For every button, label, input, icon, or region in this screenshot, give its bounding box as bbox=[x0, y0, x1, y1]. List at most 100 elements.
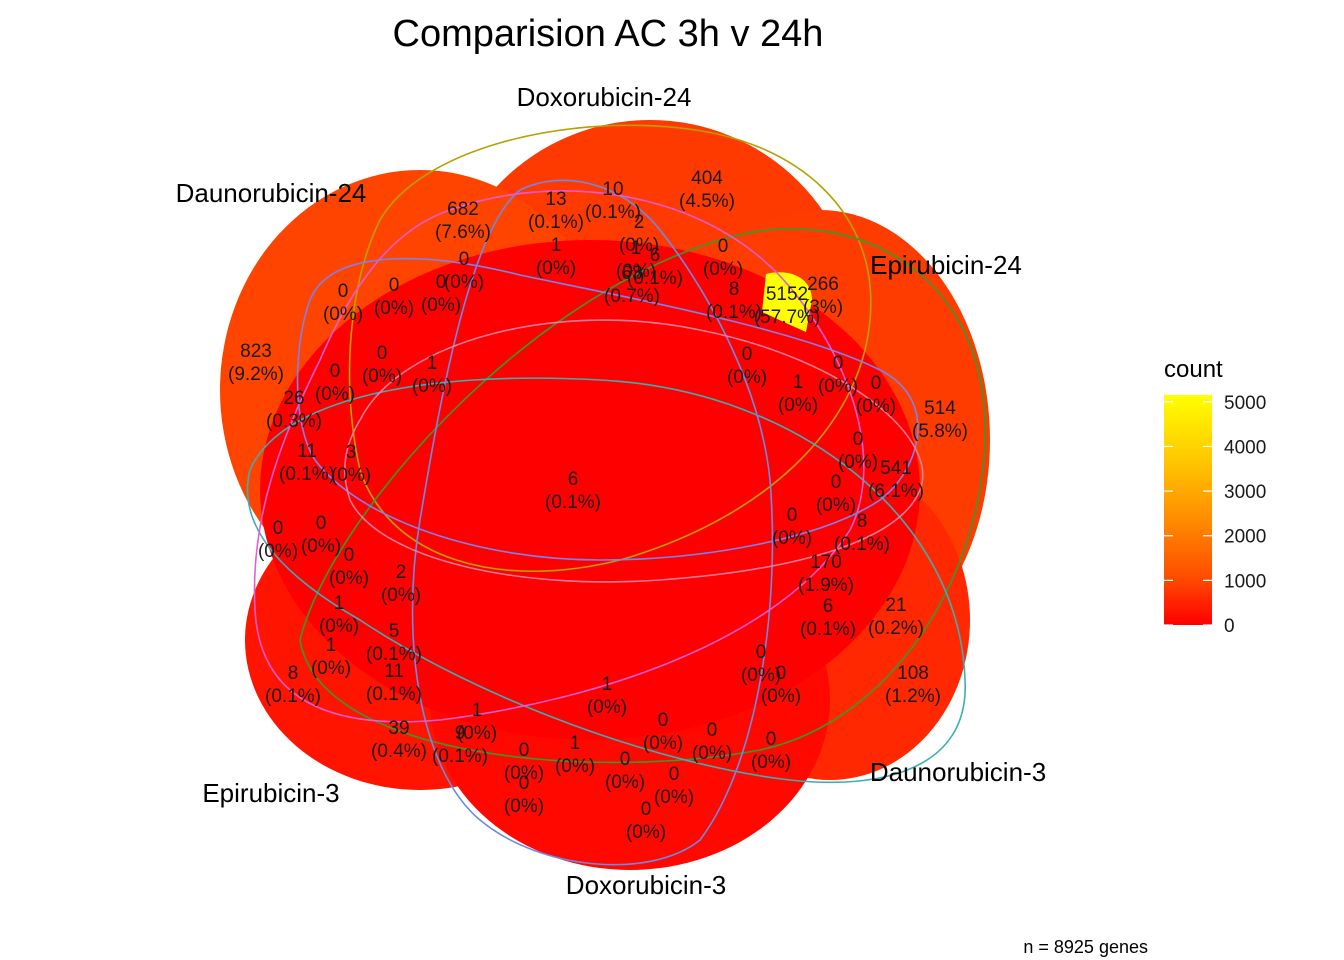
region-percent-label: (0.1%) bbox=[265, 686, 321, 707]
region-percent-label: (0%) bbox=[329, 568, 369, 589]
region-count-label: 170 bbox=[810, 552, 842, 573]
region-percent-label: (0%) bbox=[605, 772, 645, 793]
region-count-label: 1 bbox=[326, 635, 337, 656]
region-count-label: 0 bbox=[436, 272, 447, 293]
region-count-label: 404 bbox=[691, 168, 723, 189]
region-count-label: 1 bbox=[631, 238, 642, 259]
region-count-label: 514 bbox=[924, 398, 956, 419]
region-percent-label: (0.7%) bbox=[604, 286, 660, 307]
region-percent-label: (0%) bbox=[643, 733, 683, 754]
set-labels: Doxorubicin-24 Epirubicin-24 Daunorubici… bbox=[176, 82, 1047, 900]
region-count-label: 8 bbox=[729, 279, 740, 300]
chart-title: Comparision AC 3h v 24h bbox=[393, 13, 824, 55]
region-count-label: 6 bbox=[823, 596, 834, 617]
region-count-label: 0 bbox=[459, 249, 470, 270]
region-percent-label: (0%) bbox=[319, 616, 359, 637]
region-percent-label: (0%) bbox=[741, 665, 781, 686]
region-count-label: 10 bbox=[602, 179, 623, 200]
region-percent-label: (0%) bbox=[504, 763, 544, 784]
region-count-label: 823 bbox=[240, 341, 272, 362]
region-count-label: 0 bbox=[641, 799, 652, 820]
region-percent-label: (3%) bbox=[803, 297, 843, 318]
outline-pink-inner bbox=[344, 319, 924, 583]
region-count-label: 26 bbox=[283, 388, 304, 409]
region-count-label: 0 bbox=[377, 343, 388, 364]
region-percent-label: (0%) bbox=[761, 686, 801, 707]
set-label-doxorubicin-3: Doxorubicin-3 bbox=[566, 870, 726, 900]
region-percent-label: (0.3%) bbox=[266, 411, 322, 432]
region-count-label: 6 bbox=[568, 469, 579, 490]
region-count-label: 0 bbox=[658, 710, 669, 731]
region-count-label: 0 bbox=[853, 429, 864, 450]
region-percent-label: (0.1%) bbox=[528, 212, 584, 233]
region-percent-label: (1.2%) bbox=[885, 686, 941, 707]
outline-epirubicin-3 bbox=[253, 190, 865, 723]
region-count-label: 0 bbox=[831, 472, 842, 493]
region-count-label: 682 bbox=[447, 199, 479, 220]
region-percent-label: (0%) bbox=[626, 822, 666, 843]
region-percent-label: (0%) bbox=[457, 723, 497, 744]
region-percent-label: (4.5%) bbox=[679, 191, 735, 212]
region-percent-label: (0.1%) bbox=[800, 619, 856, 640]
legend-tick-label: 4000 bbox=[1224, 437, 1266, 458]
region-count-label: 39 bbox=[388, 718, 409, 739]
region-count-label: 0 bbox=[330, 361, 341, 382]
region-percent-label: (6.1%) bbox=[868, 481, 924, 502]
region-percent-label: (0%) bbox=[616, 261, 656, 282]
region-percent-label: (0.1%) bbox=[366, 684, 422, 705]
region-count-label: 0 bbox=[519, 773, 530, 794]
region-percent-label: (0.1%) bbox=[279, 464, 335, 485]
region-percent-label: (0%) bbox=[412, 376, 452, 397]
legend-tick-label: 5000 bbox=[1224, 393, 1266, 414]
region-count-label: 6 bbox=[650, 245, 661, 266]
region-percent-label: (0%) bbox=[751, 752, 791, 773]
region-count-label: 0 bbox=[787, 505, 798, 526]
region-percent-label: (0%) bbox=[838, 452, 878, 473]
region-count-label: 1 bbox=[334, 593, 345, 614]
legend: count 0 1000 2000 3000 4000 5000 bbox=[1164, 356, 1266, 637]
region-count-label: 2 bbox=[634, 212, 645, 233]
region-percent-label: (0%) bbox=[818, 376, 858, 397]
region-count-label: 0 bbox=[519, 740, 530, 761]
region-percent-label: (0%) bbox=[555, 756, 595, 777]
region-count-label: 2 bbox=[396, 562, 407, 583]
legend-tick-label: 1000 bbox=[1224, 571, 1266, 592]
region-count-label: 13 bbox=[545, 189, 566, 210]
region-labels: 404(4.5%)10(0.1%)13(0.1%)682(7.6%) 2(0%)0… bbox=[228, 168, 968, 843]
region-percent-label: (0%) bbox=[703, 259, 743, 280]
set-label-daunorubicin-24: Daunorubicin-24 bbox=[176, 178, 367, 208]
region-percent-label: (0%) bbox=[654, 787, 694, 808]
region-count-label: 0 bbox=[871, 373, 882, 394]
region-percent-label: (0%) bbox=[301, 536, 341, 557]
region-count-label: 0 bbox=[833, 353, 844, 374]
region-percent-label: (0%) bbox=[816, 495, 856, 516]
region-count-label: 0 bbox=[620, 749, 631, 770]
set-label-epirubicin-24: Epirubicin-24 bbox=[870, 250, 1022, 280]
region-count-label: 11 bbox=[384, 661, 404, 682]
region-count-label: 541 bbox=[880, 458, 912, 479]
region-percent-label: (5.8%) bbox=[912, 421, 968, 442]
region-percent-label: (0%) bbox=[258, 541, 298, 562]
outline-daunorubicin-3 bbox=[246, 377, 966, 784]
set-label-epirubicin-3: Epirubicin-3 bbox=[202, 778, 339, 808]
region-count-label: 1 bbox=[427, 353, 438, 374]
region-count-label: 0 bbox=[718, 236, 729, 257]
region-percent-label: (0.1%) bbox=[627, 268, 683, 289]
region-count-label: 0 bbox=[776, 663, 787, 684]
region-count-label: 0 bbox=[756, 642, 767, 663]
region-percent-label: (0%) bbox=[362, 366, 402, 387]
set-label-daunorubicin-3: Daunorubicin-3 bbox=[870, 757, 1046, 787]
legend-colorbar bbox=[1164, 395, 1212, 625]
region-percent-label: (0%) bbox=[536, 258, 576, 279]
region-count-label: 63 bbox=[621, 263, 642, 284]
region-percent-label: (0.1%) bbox=[706, 302, 762, 323]
region-count-label: 9 bbox=[455, 723, 466, 744]
region-count-label: 1 bbox=[551, 235, 562, 256]
outline-daunorubicin-24 bbox=[296, 257, 919, 561]
region-count-label: 1 bbox=[602, 674, 613, 695]
center-fill bbox=[260, 240, 920, 740]
outline-doxorubicin-24 bbox=[348, 124, 872, 573]
region-count-label: 21 bbox=[885, 595, 906, 616]
region-count-label: 11 bbox=[297, 441, 317, 462]
